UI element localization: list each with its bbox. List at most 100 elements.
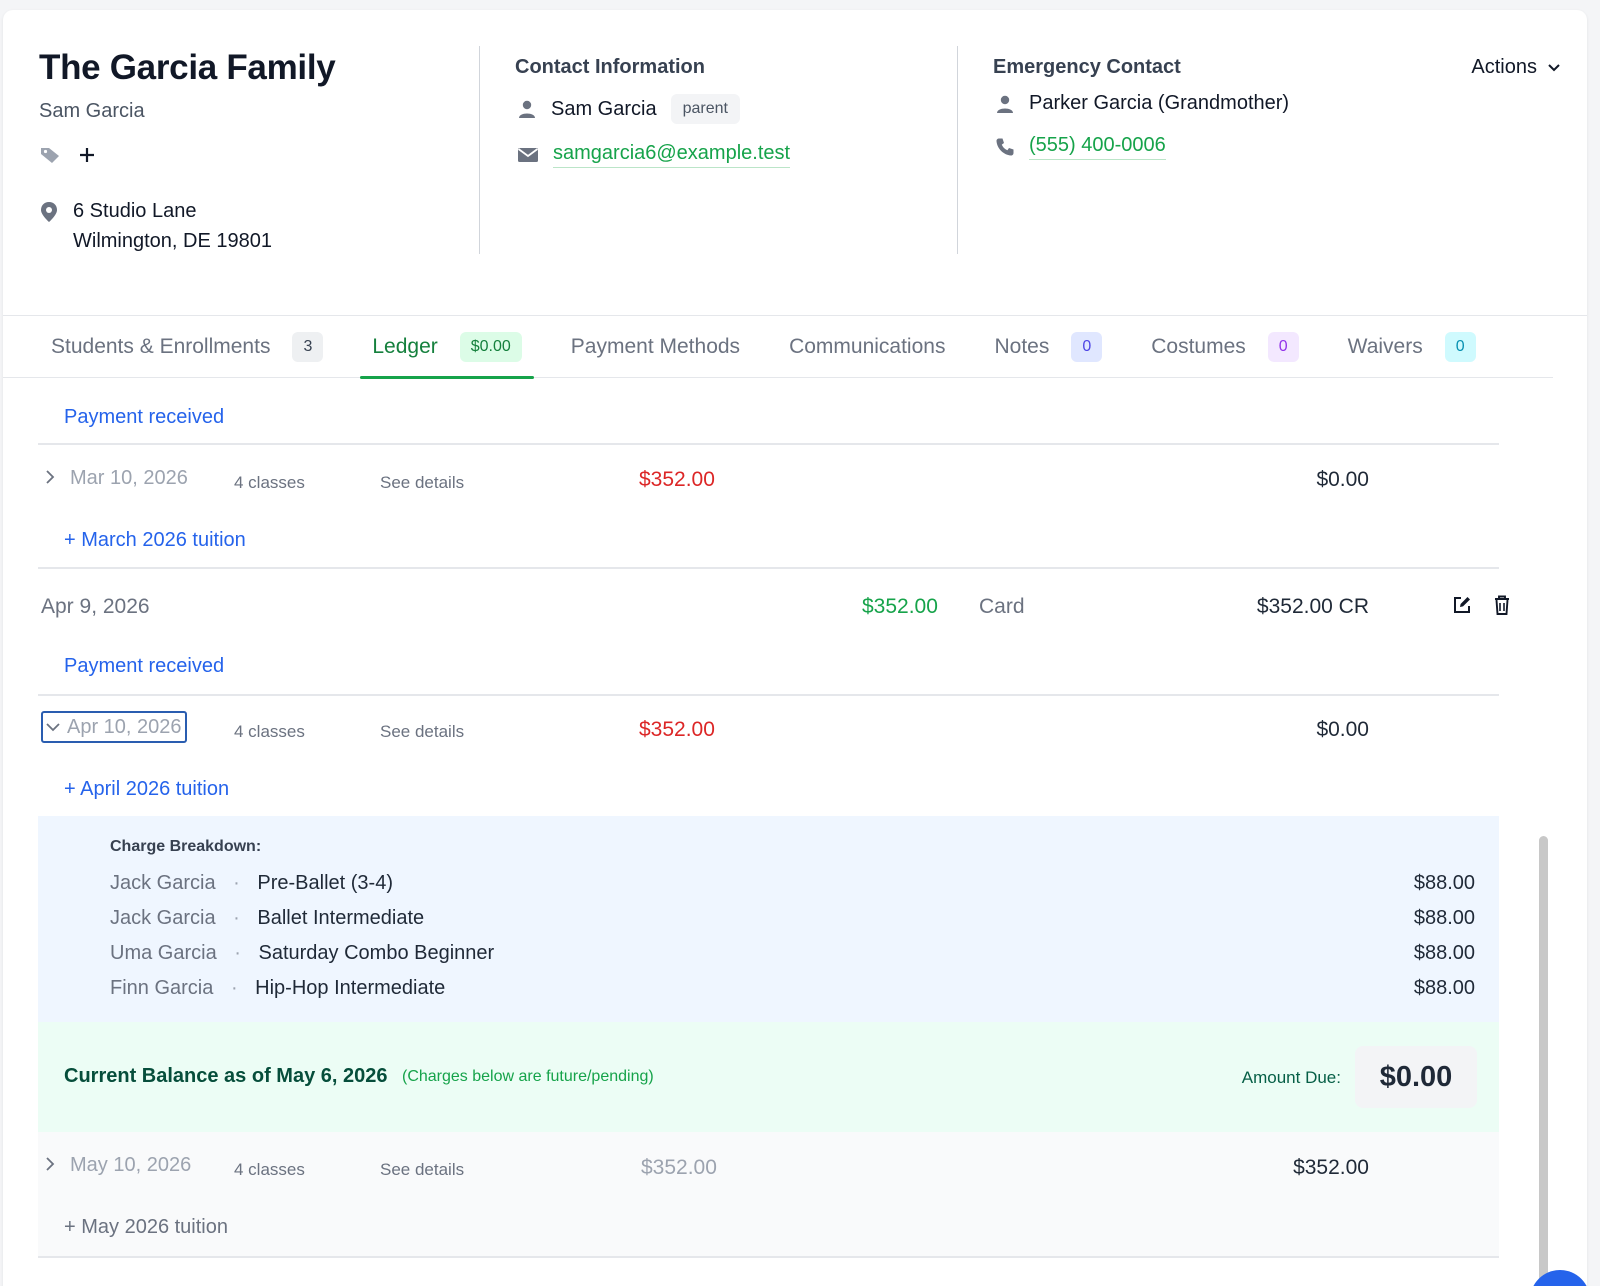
address: 6 Studio Lane Wilmington, DE 19801 (39, 196, 272, 256)
row-classes: 4 classes (234, 1160, 305, 1179)
row-charge-amount: $352.00 (641, 1156, 717, 1179)
breakdown-item: Jack Garcia · Pre-Ballet (3-4) (110, 872, 393, 895)
row-charge-amount: $352.00 (639, 718, 715, 741)
tag-icon (39, 145, 61, 165)
chevron-down-icon (1547, 63, 1561, 73)
see-details-link[interactable]: See details (380, 473, 465, 492)
amount-due-value: $0.00 (1355, 1046, 1477, 1108)
emergency-phone-row: (555) 400-0006 (995, 134, 1166, 160)
tab-students-enrollments[interactable]: Students & Enrollments 3 (39, 316, 335, 378)
row-description: + March 2026 tuition (64, 529, 246, 551)
tab-badge: 0 (1071, 331, 1103, 362)
contact-email-row: samgarcia6@example.test (517, 142, 791, 168)
row-divider (38, 1256, 1499, 1258)
separator-dot: · (234, 942, 241, 964)
row-description: + May 2026 tuition (64, 1216, 228, 1238)
tab-notes[interactable]: Notes 0 (982, 316, 1114, 378)
payment-description: Payment received (64, 406, 225, 428)
actions-label: Actions (1471, 56, 1537, 78)
phone-icon (995, 137, 1015, 157)
edit-icon[interactable] (1452, 595, 1472, 615)
family-title: The Garcia Family (39, 48, 336, 87)
actions-dropdown[interactable]: Actions (1471, 56, 1561, 79)
primary-contact-name: Sam Garcia (39, 100, 145, 122)
separator-dot: · (233, 872, 240, 894)
tab-badge: $0.00 (459, 331, 522, 362)
see-details-link[interactable]: See details (380, 1160, 465, 1179)
trash-icon[interactable] (1493, 594, 1511, 616)
tab-label: Ledger (372, 334, 438, 358)
floating-help-button[interactable] (1530, 1270, 1590, 1286)
row-date: Apr 9, 2026 (41, 595, 150, 618)
tab-badge: 0 (1267, 331, 1299, 362)
divider (957, 46, 958, 254)
tab-waivers[interactable]: Waivers 0 (1336, 316, 1488, 378)
divider (479, 46, 480, 254)
row-divider (38, 567, 1499, 569)
row-expand-toggle[interactable]: Apr 10, 2026 (41, 711, 187, 743)
tab-label: Waivers (1347, 334, 1423, 358)
breakdown-student: Jack Garcia (110, 907, 216, 929)
row-description: Payment received (64, 655, 225, 677)
chevron-down-icon (45, 721, 61, 733)
tab-label: Communications (789, 334, 946, 358)
row-method: Card (979, 595, 1025, 618)
family-card: The Garcia Family Sam Garcia 6 Studio La… (3, 10, 1587, 1286)
row-description: + April 2026 tuition (64, 778, 230, 800)
breakdown-item: Uma Garcia · Saturday Combo Beginner (110, 942, 494, 965)
tab-badge: 3 (292, 331, 324, 362)
breakdown-title: Charge Breakdown: (110, 838, 262, 855)
breakdown-item: Jack Garcia · Ballet Intermediate (110, 907, 424, 930)
contact-name: Sam Garcia (551, 97, 657, 120)
ledger-row-charge: Mar 10, 2026 4 classes See details $352.… (38, 445, 1499, 567)
tab-bar: Students & Enrollments 3 Ledger $0.00 Pa… (3, 316, 1553, 379)
tab-costumes[interactable]: Costumes 0 (1139, 316, 1310, 378)
emergency-phone-link[interactable]: (555) 400-0006 (1029, 134, 1166, 160)
contact-email-link[interactable]: samgarcia6@example.test (553, 142, 791, 168)
row-payment-amount: $352.00 (862, 595, 938, 618)
person-icon (995, 94, 1015, 114)
row-balance: $352.00 CR (1256, 595, 1369, 618)
breakdown-class: Ballet Intermediate (257, 907, 425, 929)
tab-badge: 0 (1444, 331, 1476, 362)
tab-label: Payment Methods (570, 334, 741, 358)
breakdown-student: Uma Garcia (110, 942, 217, 964)
charge-breakdown: Charge Breakdown: Jack Garcia · Pre-Ball… (38, 816, 1499, 1022)
tab-ledger[interactable]: Ledger $0.00 (360, 316, 535, 379)
breakdown-item: Finn Garcia · Hip-Hop Intermediate (110, 977, 445, 1000)
tab-label: Notes (994, 334, 1050, 358)
row-classes: 4 classes (234, 722, 305, 741)
breakdown-class: Hip-Hop Intermediate (255, 977, 446, 999)
emergency-name-row: Parker Garcia (Grandmother) (995, 92, 1289, 115)
emergency-name: Parker Garcia (Grandmother) (1029, 92, 1290, 114)
row-divider (38, 443, 1499, 445)
breakdown-class: Saturday Combo Beginner (258, 942, 495, 964)
breakdown-amount: $88.00 (1413, 977, 1475, 999)
contact-info-title: Contact Information (515, 56, 705, 78)
chevron-right-icon[interactable] (44, 469, 56, 485)
see-details-link[interactable]: See details (380, 722, 465, 741)
map-pin-icon (39, 196, 59, 256)
row-classes: 4 classes (234, 473, 305, 492)
current-balance-label: Current Balance as of May 6, 2026 (64, 1065, 388, 1087)
row-balance: $0.00 (1316, 718, 1369, 741)
ledger-row-payment: Apr 9, 2026 $352.00 Card $352.00 CR Paym… (38, 569, 1509, 694)
tab-payment-methods[interactable]: Payment Methods (559, 316, 752, 378)
tag-row (39, 145, 95, 165)
pending-note: (Charges below are future/pending) (402, 1068, 654, 1085)
row-balance: $352.00 (1293, 1156, 1369, 1179)
chevron-right-icon[interactable] (44, 1156, 56, 1172)
tab-communications[interactable]: Communications (777, 316, 957, 378)
breakdown-amount: $88.00 (1413, 907, 1475, 929)
separator-dot: · (233, 907, 240, 929)
add-tag-button[interactable] (79, 147, 95, 163)
scrollbar-thumb[interactable] (1539, 836, 1548, 1286)
family-header: The Garcia Family Sam Garcia 6 Studio La… (3, 10, 1587, 316)
current-balance-banner: Current Balance as of May 6, 2026 (Charg… (38, 1022, 1499, 1132)
amount-due-label: Amount Due: (1241, 1068, 1341, 1087)
row-divider (38, 694, 1499, 696)
contact-name-row: Sam Garcia parent (517, 94, 740, 124)
row-charge-amount: $352.00 (639, 468, 715, 491)
breakdown-amount: $88.00 (1413, 872, 1475, 894)
row-date: May 10, 2026 (70, 1154, 192, 1176)
